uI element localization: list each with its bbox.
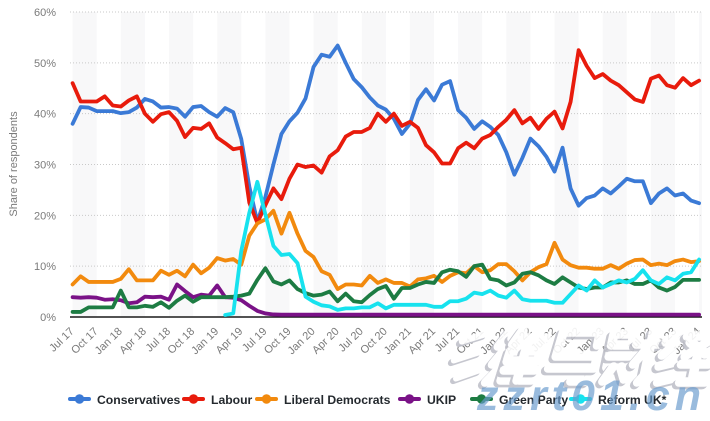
svg-text:Jan 18: Jan 18: [93, 326, 125, 358]
svg-text:30%: 30%: [34, 160, 56, 172]
svg-text:Conservatives: Conservatives: [97, 393, 181, 407]
svg-text:Labour: Labour: [211, 393, 253, 407]
svg-text:Share of respondents: Share of respondents: [8, 111, 20, 217]
svg-text:UKIP: UKIP: [427, 393, 456, 407]
svg-text:10%: 10%: [34, 261, 56, 273]
svg-text:Green Party: Green Party: [499, 393, 568, 407]
svg-text:Jan 21: Jan 21: [382, 326, 414, 358]
svg-text:40%: 40%: [34, 109, 56, 121]
svg-text:Jan 20: Jan 20: [286, 326, 318, 358]
svg-text:Apr 19: Apr 19: [214, 326, 246, 357]
svg-text:Apr 20: Apr 20: [310, 326, 342, 357]
svg-text:Reform UK*: Reform UK*: [598, 393, 667, 407]
svg-text:60%: 60%: [34, 7, 56, 19]
svg-text:Apr 21: Apr 21: [406, 326, 438, 357]
svg-text:20%: 20%: [34, 210, 56, 222]
svg-text:Apr 18: Apr 18: [117, 326, 149, 357]
svg-text:Liberal Democrats: Liberal Democrats: [284, 393, 391, 407]
svg-text:0%: 0%: [40, 312, 56, 324]
svg-text:Jan 19: Jan 19: [189, 326, 221, 358]
svg-text:50%: 50%: [34, 58, 56, 70]
